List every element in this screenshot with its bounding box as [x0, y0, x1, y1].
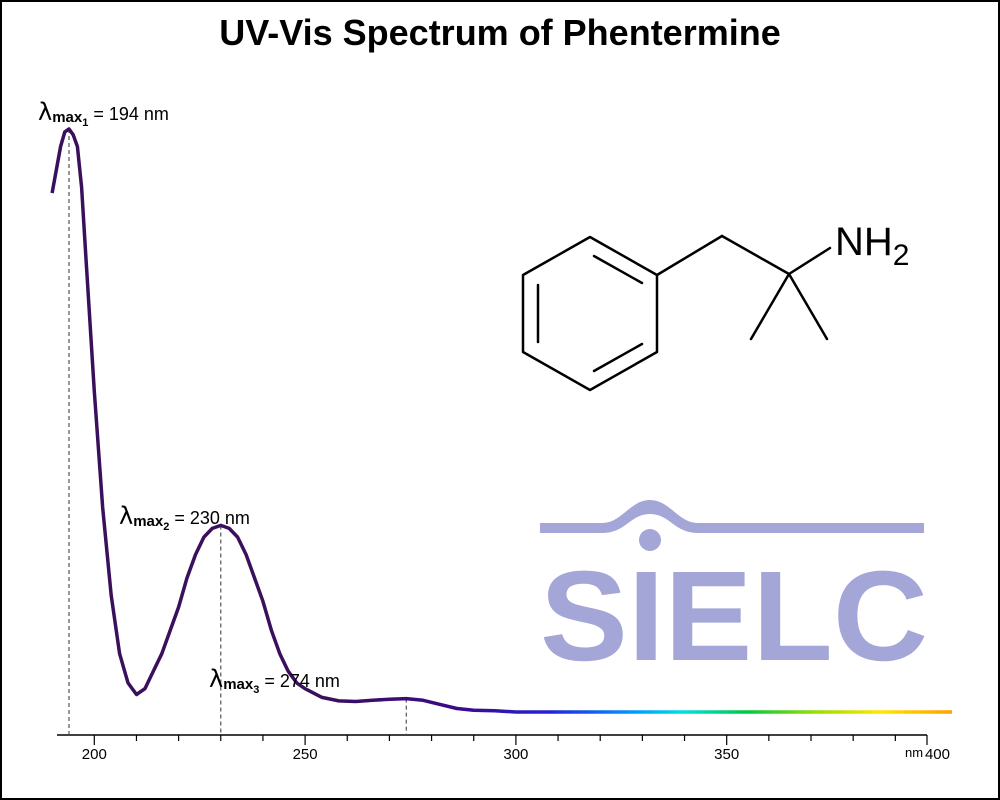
peak-label: λmax3 = 274 nm [209, 665, 340, 696]
spectrum-line [50, 127, 952, 714]
peak-label: λmax2 = 230 nm [119, 502, 250, 533]
peak-markers [68, 129, 407, 735]
x-tick-label: 250 [293, 746, 318, 763]
peak-labels: λmax1 = 194 nm λmax2 = 230 nm λmax3 = 274 … [38, 98, 340, 696]
peak-label: λmax1 = 194 nm [38, 98, 169, 129]
x-tick-label: 200 [82, 746, 107, 763]
phentermine-structure [521, 234, 832, 392]
chart-title: UV-Vis Spectrum of Phentermine [219, 12, 781, 53]
nh2-label: NH2 [835, 220, 909, 272]
svg-text:SIELC: SIELC [540, 545, 928, 688]
x-unit-label: nm [905, 745, 923, 760]
sielc-logo: SIELC [540, 500, 928, 688]
x-axis: 200250300350400450500550nm [57, 734, 950, 763]
x-tick-label: 300 [503, 746, 528, 763]
x-tick-label: 400 [925, 746, 950, 763]
x-tick-label: 350 [714, 746, 739, 763]
spectrum-series [50, 127, 952, 714]
